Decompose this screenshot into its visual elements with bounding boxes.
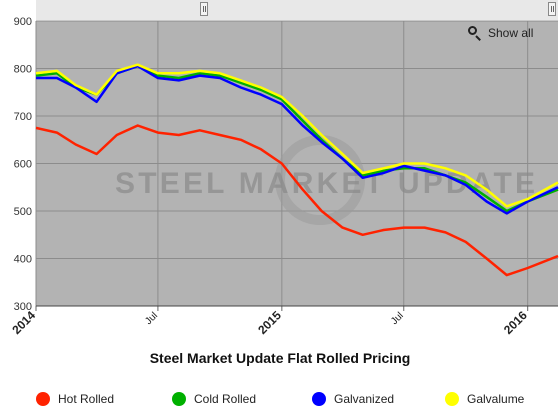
x-tick-label: 2016 — [501, 308, 530, 337]
x-tick-label: 2015 — [255, 308, 284, 337]
navigator-handle-right[interactable] — [548, 2, 556, 16]
y-tick-label: 700 — [14, 111, 32, 123]
series-line[interactable] — [35, 124, 559, 277]
y-tick-label: 500 — [14, 206, 32, 218]
y-tick-label: 300 — [14, 301, 32, 313]
series-galvalume[interactable] — [35, 63, 559, 208]
series-hot-rolled[interactable] — [35, 124, 559, 277]
legend-label: Hot Rolled — [58, 392, 115, 406]
chart-title: Steel Market Update Flat Rolled Pricing — [149, 350, 411, 366]
show-all-button[interactable]: Show all — [468, 26, 534, 41]
x-axis: 2014 Jul 2015 Jul 2016 — [9, 305, 558, 337]
series-line[interactable] — [36, 64, 559, 215]
y-tick-label: 600 — [14, 159, 32, 171]
legend-marker-icon — [36, 392, 50, 406]
series-line[interactable] — [35, 63, 559, 208]
legend-label: Galvalume — [467, 392, 525, 406]
watermark-text: STEEL MARKET UPDATE — [115, 167, 535, 200]
y-tick-label: 900 — [14, 16, 32, 28]
legend-hot-rolled[interactable]: Hot Rolled — [36, 392, 114, 406]
show-all-label: Show all — [488, 26, 534, 40]
legend-label: Galvanized — [334, 392, 395, 406]
x-tick-label: Jul — [389, 310, 406, 327]
series-layer — [35, 63, 559, 277]
y-axis: 300 400 500 600 700 800 900 — [14, 16, 32, 313]
zoom-out-icon — [468, 26, 482, 41]
legend-galvalume[interactable]: Galvalume — [445, 392, 524, 406]
navigator-bar[interactable] — [36, 0, 558, 21]
legend-marker-icon — [312, 392, 326, 406]
series-galvanized[interactable] — [35, 64, 559, 215]
legend-label: Cold Rolled — [194, 392, 257, 406]
legend-galvanized[interactable]: Galvanized — [312, 392, 394, 406]
legend-cold-rolled[interactable]: Cold Rolled — [172, 392, 256, 406]
x-tick-label: Jul — [143, 310, 160, 327]
y-tick-label: 800 — [14, 64, 32, 76]
y-tick-label: 400 — [14, 254, 32, 266]
navigator-handle-left[interactable] — [200, 2, 208, 16]
legend-marker-icon — [172, 392, 186, 406]
legend-marker-icon — [445, 392, 459, 406]
